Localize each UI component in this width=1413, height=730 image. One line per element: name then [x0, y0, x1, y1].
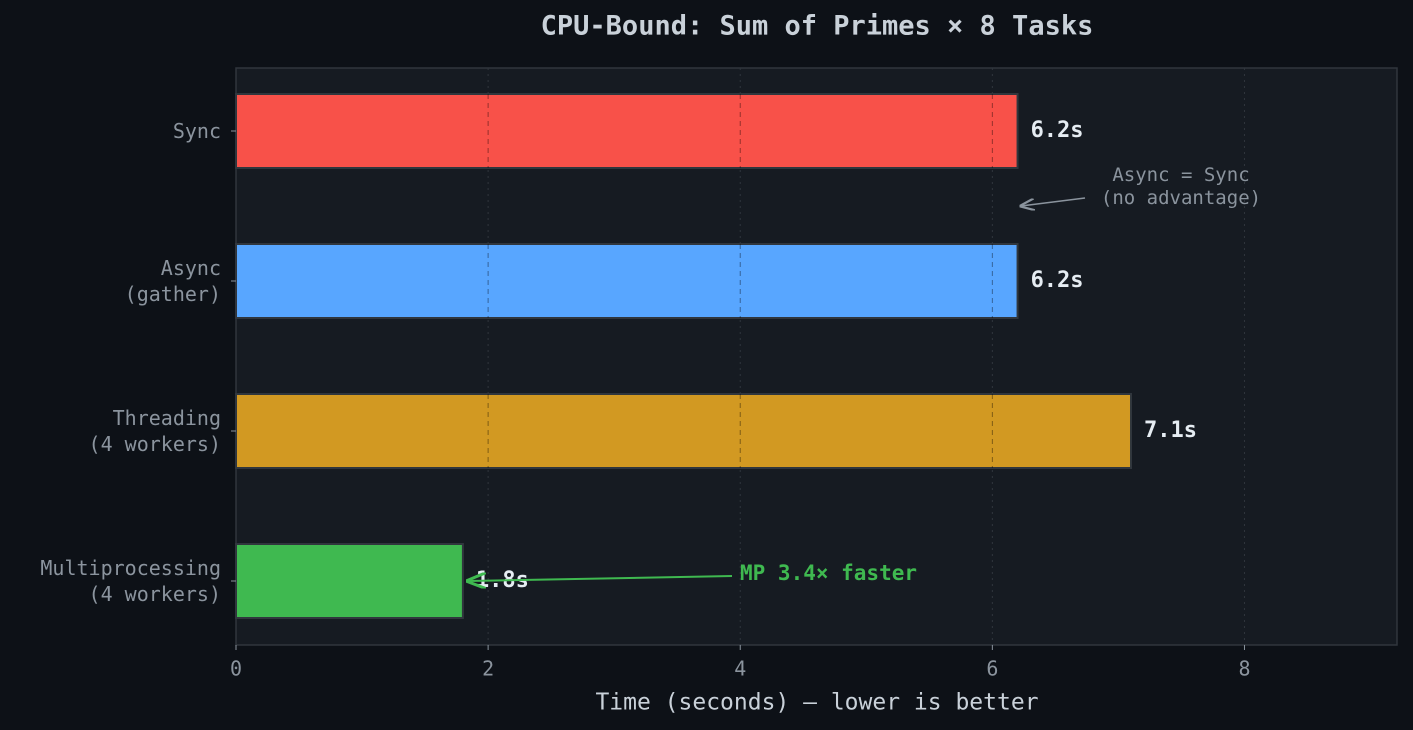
bar: [235, 93, 1019, 169]
annotation: MP 3.4× faster: [740, 561, 917, 585]
y-tick-label: Sync: [172, 119, 221, 143]
x-tick-label: 2: [482, 657, 494, 681]
annotation-arrow: [1021, 197, 1086, 206]
annotation: Async = Sync (no advantage): [1100, 164, 1262, 209]
x-tick-label: 6: [986, 657, 998, 681]
y-tick-label: Threading (4 workers): [88, 406, 221, 456]
x-tick-label: 4: [734, 657, 746, 681]
chart-title: CPU-Bound: Sum of Primes × 8 Tasks: [541, 11, 1094, 42]
annotation-arrow: [468, 576, 733, 581]
y-tick-label: Async (gather): [124, 256, 221, 306]
value-label: 6.2s: [1031, 118, 1084, 143]
x-axis-label: Time (seconds) — lower is better: [595, 690, 1038, 716]
bar: [235, 543, 464, 619]
x-tick-label: 0: [230, 657, 242, 681]
value-label: 7.1s: [1144, 418, 1197, 443]
bar: [235, 243, 1019, 319]
x-tick-label: 8: [1238, 657, 1250, 681]
y-tick-label: Multiprocessing (4 workers): [40, 556, 221, 606]
bar: [235, 393, 1133, 469]
value-label: 6.2s: [1031, 268, 1084, 293]
